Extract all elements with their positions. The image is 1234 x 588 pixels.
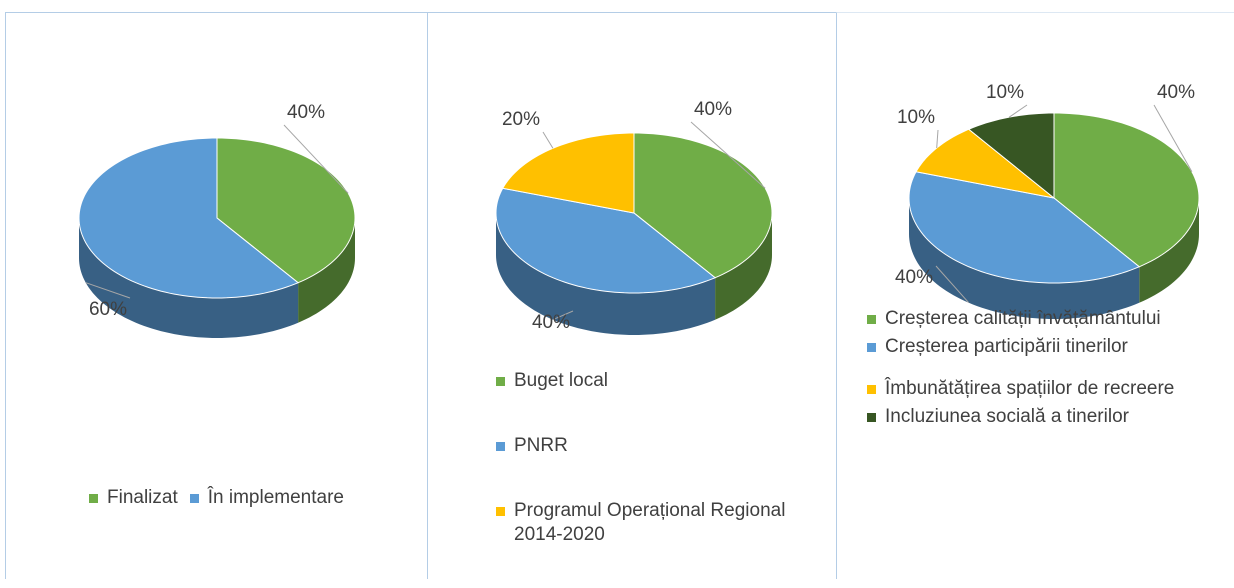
legend-marker [496, 442, 505, 451]
data-label: 10% [897, 107, 935, 128]
leader-line [283, 124, 349, 194]
data-label: 40% [287, 102, 325, 123]
pie-slice [78, 137, 300, 299]
data-label: 60% [89, 299, 127, 320]
data-label: 20% [502, 109, 540, 130]
pie-slice [908, 171, 1141, 284]
legend-label: Creșterea participării tinerilor [885, 336, 1128, 357]
leader-line [935, 265, 970, 304]
legend-marker [867, 413, 876, 422]
pie-side [909, 198, 1140, 319]
legend-marker [496, 507, 505, 516]
legend-label: PNRR [514, 435, 568, 456]
legend-label: Finalizat [107, 487, 178, 508]
legend-item: În implementare [189, 486, 344, 510]
legend-marker [867, 315, 876, 324]
legend-item: Creșterea calității învățământului [867, 307, 1227, 331]
legend-marker [189, 494, 199, 503]
leader-line [542, 131, 554, 149]
pie-side [298, 218, 355, 323]
legend-item: Creșterea participării tinerilor [867, 335, 1227, 359]
legend-label: Creșterea calității învățământului [885, 308, 1161, 329]
legend-marker [867, 343, 876, 352]
pie-slice [633, 132, 773, 279]
leader-line [552, 310, 574, 321]
panel: 40% 40% 20% Buget local PNRR Programul Operaț… [427, 12, 837, 579]
legend-marker [89, 494, 98, 503]
data-label: 40% [532, 312, 570, 333]
panel: 40% 60% Finalizat În implementare [5, 12, 428, 579]
legend: Buget local PNRR Programul Operațional Reg… [496, 369, 796, 588]
data-label: 40% [1157, 82, 1195, 103]
pie-slice [915, 128, 1055, 199]
chart: 40% 60% [78, 102, 356, 338]
leader-line [85, 282, 131, 299]
chart: 40% 40% 10% 10% [895, 82, 1200, 319]
leader-line [1008, 104, 1028, 118]
legend-label: În implementare [207, 487, 344, 508]
pie-side [79, 218, 299, 338]
legend: Finalizat În implementare [6, 486, 427, 510]
pie-slice [495, 187, 717, 294]
pie-side [715, 213, 772, 320]
data-label: 40% [895, 267, 933, 288]
pie-side [496, 213, 716, 335]
chart: 40% 40% 20% [495, 99, 773, 335]
leader-line [690, 121, 766, 189]
data-label: 10% [986, 82, 1024, 103]
pie-side [1139, 198, 1199, 303]
legend-item: Incluziunea socială a tinerilor [867, 405, 1227, 429]
pie-slice [1053, 112, 1200, 268]
leader-line [1153, 104, 1193, 172]
legend: Creșterea calității învățământului Crește… [867, 307, 1227, 433]
legend-label: Îmbunătățirea spațiilor de recreere [885, 378, 1175, 399]
legend-item: PNRR [496, 434, 796, 458]
legend-item: Programul Operațional Regional 2014-2020 [496, 499, 796, 547]
legend-label: Incluziunea socială a tinerilor [885, 406, 1129, 427]
data-label: 40% [694, 99, 732, 120]
legend-label: Buget local [514, 370, 609, 391]
pie-slice [216, 137, 356, 284]
leader-line [936, 129, 939, 149]
legend-marker [867, 385, 876, 394]
legend-label: Programul Operațional Regional 2014-2020 [514, 500, 786, 545]
legend-item: Buget local [496, 369, 796, 393]
panel: 40% 40% 10% 10% Creșterea calității învățămâ… [836, 12, 1234, 579]
legend-marker [496, 377, 505, 386]
legend-item: Finalizat [89, 486, 178, 510]
legend-item: Îmbunătățirea spațiilor de recreere [867, 377, 1227, 401]
